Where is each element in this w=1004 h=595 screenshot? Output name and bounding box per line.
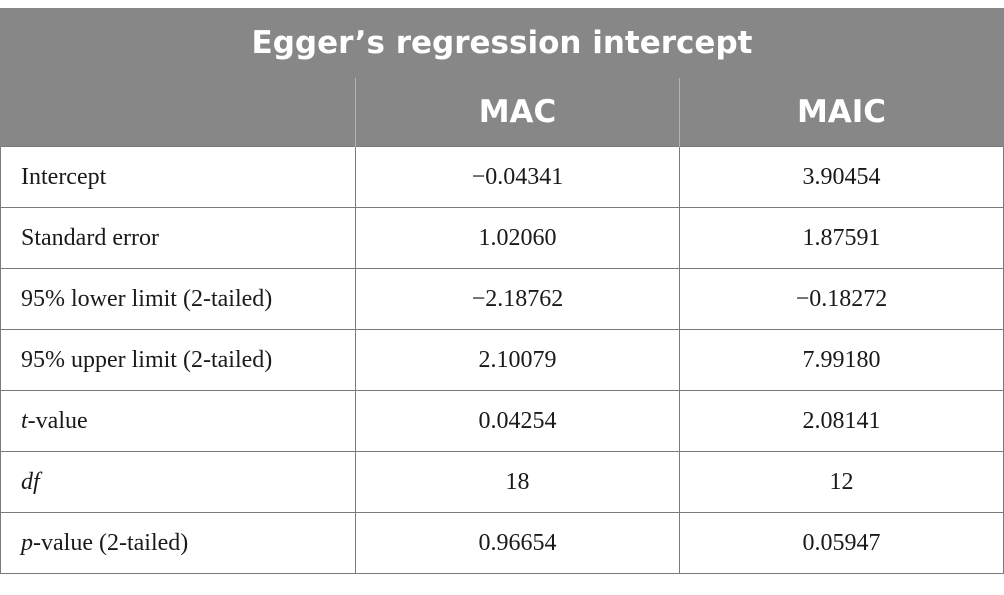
row-label: p-value (2-tailed)	[0, 512, 356, 574]
table-row: 95% upper limit (2-tailed) 2.10079 7.991…	[0, 329, 1004, 391]
row-label: t-value	[0, 390, 356, 452]
egger-regression-table: Egger’s regression intercept MAC MAIC In…	[0, 8, 1004, 574]
table-title: Egger’s regression intercept	[0, 8, 1004, 78]
mac-value: 0.96654	[355, 512, 680, 574]
row-label: df	[0, 451, 356, 513]
header-row: MAC MAIC	[0, 77, 1004, 147]
mac-value: −2.18762	[355, 268, 680, 330]
title-row: Egger’s regression intercept	[0, 8, 1004, 78]
maic-value: 2.08141	[679, 390, 1004, 452]
maic-value: −0.18272	[679, 268, 1004, 330]
row-label: Standard error	[0, 207, 356, 269]
mac-value: −0.04341	[355, 146, 680, 208]
header-maic: MAIC	[679, 77, 1004, 147]
table-row: 95% lower limit (2-tailed) −2.18762 −0.1…	[0, 268, 1004, 330]
table-row: df 18 12	[0, 451, 1004, 513]
table-row: Standard error 1.02060 1.87591	[0, 207, 1004, 269]
header-blank	[0, 77, 356, 147]
mac-value: 18	[355, 451, 680, 513]
header-mac: MAC	[355, 77, 680, 147]
row-label: 95% lower limit (2-tailed)	[0, 268, 356, 330]
table-row: Intercept −0.04341 3.90454	[0, 146, 1004, 208]
row-label: Intercept	[0, 146, 356, 208]
mac-value: 1.02060	[355, 207, 680, 269]
table-row: p-value (2-tailed) 0.96654 0.05947	[0, 512, 1004, 574]
row-label: 95% upper limit (2-tailed)	[0, 329, 356, 391]
maic-value: 1.87591	[679, 207, 1004, 269]
mac-value: 0.04254	[355, 390, 680, 452]
maic-value: 12	[679, 451, 1004, 513]
maic-value: 7.99180	[679, 329, 1004, 391]
maic-value: 3.90454	[679, 146, 1004, 208]
table-row: t-value 0.04254 2.08141	[0, 390, 1004, 452]
maic-value: 0.05947	[679, 512, 1004, 574]
mac-value: 2.10079	[355, 329, 680, 391]
